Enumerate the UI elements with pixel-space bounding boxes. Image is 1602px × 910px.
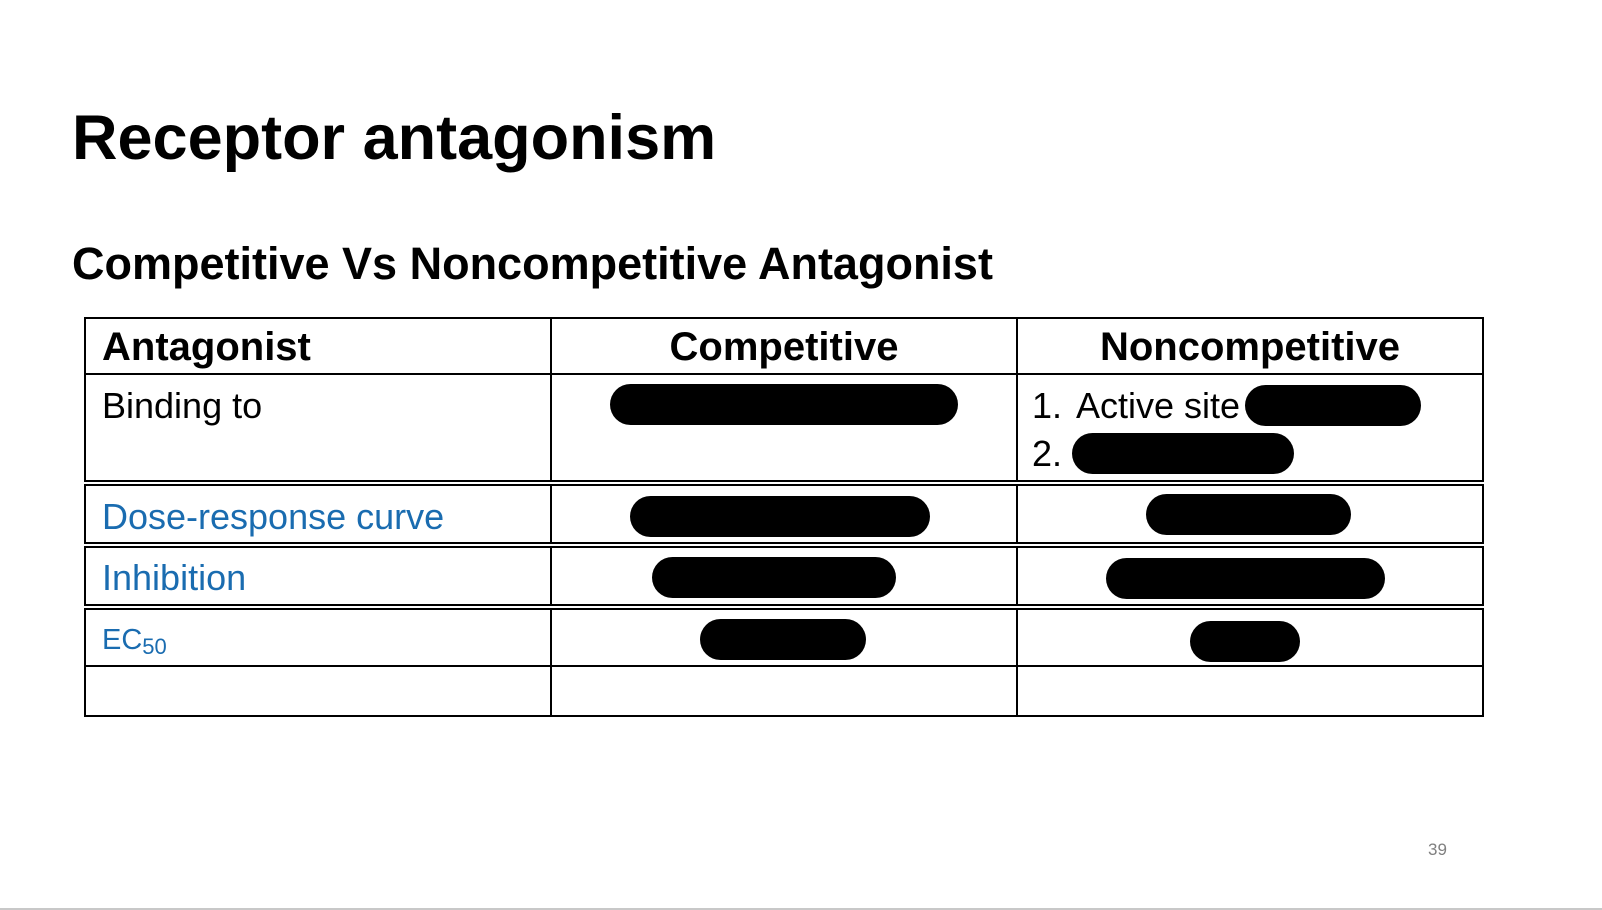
row-label-cell: Inhibition — [86, 548, 552, 604]
competitive-cell-inhibition — [552, 548, 1018, 604]
slide-title: Receptor antagonism — [72, 103, 717, 173]
table-row-dose-response: Dose-response curve — [84, 484, 1484, 544]
redaction-bar — [700, 619, 866, 660]
redaction-bar — [1245, 385, 1421, 426]
row-label-inhibition: Inhibition — [102, 557, 247, 598]
header-noncompetitive: Noncompetitive — [1099, 325, 1401, 369]
redaction-bar — [1072, 433, 1294, 474]
list-number: 2. — [1032, 433, 1063, 474]
bottom-divider — [0, 908, 1602, 910]
header-competitive: Competitive — [669, 325, 899, 369]
redaction-bar — [610, 384, 958, 425]
noncompetitive-cell-binding: 1. Active site 2. — [1018, 375, 1482, 480]
redaction-bar — [1106, 558, 1385, 599]
list-item-2: 2. — [1032, 433, 1076, 475]
table-row-binding: Binding to 1. Active site 2. — [84, 375, 1484, 482]
table-row-inhibition: Inhibition — [84, 546, 1484, 606]
list-number: 1. — [1032, 385, 1063, 426]
competitive-cell-ec50 — [552, 610, 1018, 665]
empty-cell — [1018, 667, 1482, 715]
table-row-empty — [84, 667, 1484, 717]
table-row-ec50: EC50 — [84, 608, 1484, 667]
page-number: 39 — [1428, 840, 1447, 859]
ec-text: EC — [102, 624, 143, 656]
empty-cell — [86, 667, 552, 715]
ec-subscript: 50 — [142, 634, 167, 659]
row-label-dose-response: Dose-response curve — [102, 496, 445, 537]
competitive-cell-binding — [552, 375, 1018, 480]
comparison-table: Antagonist Competitive Noncompetitive Bi… — [84, 317, 1484, 717]
redaction-bar — [652, 557, 896, 598]
list-text: Active site — [1076, 385, 1241, 426]
empty-cell — [552, 667, 1018, 715]
header-cell-antagonist: Antagonist — [86, 319, 552, 373]
redaction-bar — [1146, 494, 1351, 535]
header-antagonist: Antagonist — [102, 325, 311, 369]
noncompetitive-cell-inhibition — [1018, 548, 1482, 604]
row-label-cell: EC50 — [86, 610, 552, 665]
slide-subtitle: Competitive Vs Noncompetitive Antagonist — [72, 238, 993, 289]
row-label-ec50: EC50 — [102, 624, 167, 660]
row-label-cell: Binding to — [86, 375, 552, 480]
header-cell-competitive: Competitive — [552, 319, 1018, 373]
table-header-row: Antagonist Competitive Noncompetitive — [84, 317, 1484, 375]
noncompetitive-cell-ec50 — [1018, 610, 1482, 665]
redaction-bar — [630, 496, 930, 537]
row-label-binding: Binding to — [102, 385, 263, 426]
row-label-cell: Dose-response curve — [86, 486, 552, 542]
header-cell-noncompetitive: Noncompetitive — [1018, 319, 1482, 373]
list-item-1: 1. Active site — [1032, 385, 1240, 427]
competitive-cell-dose-response — [552, 486, 1018, 542]
redaction-bar — [1190, 621, 1300, 662]
noncompetitive-cell-dose-response — [1018, 486, 1482, 542]
